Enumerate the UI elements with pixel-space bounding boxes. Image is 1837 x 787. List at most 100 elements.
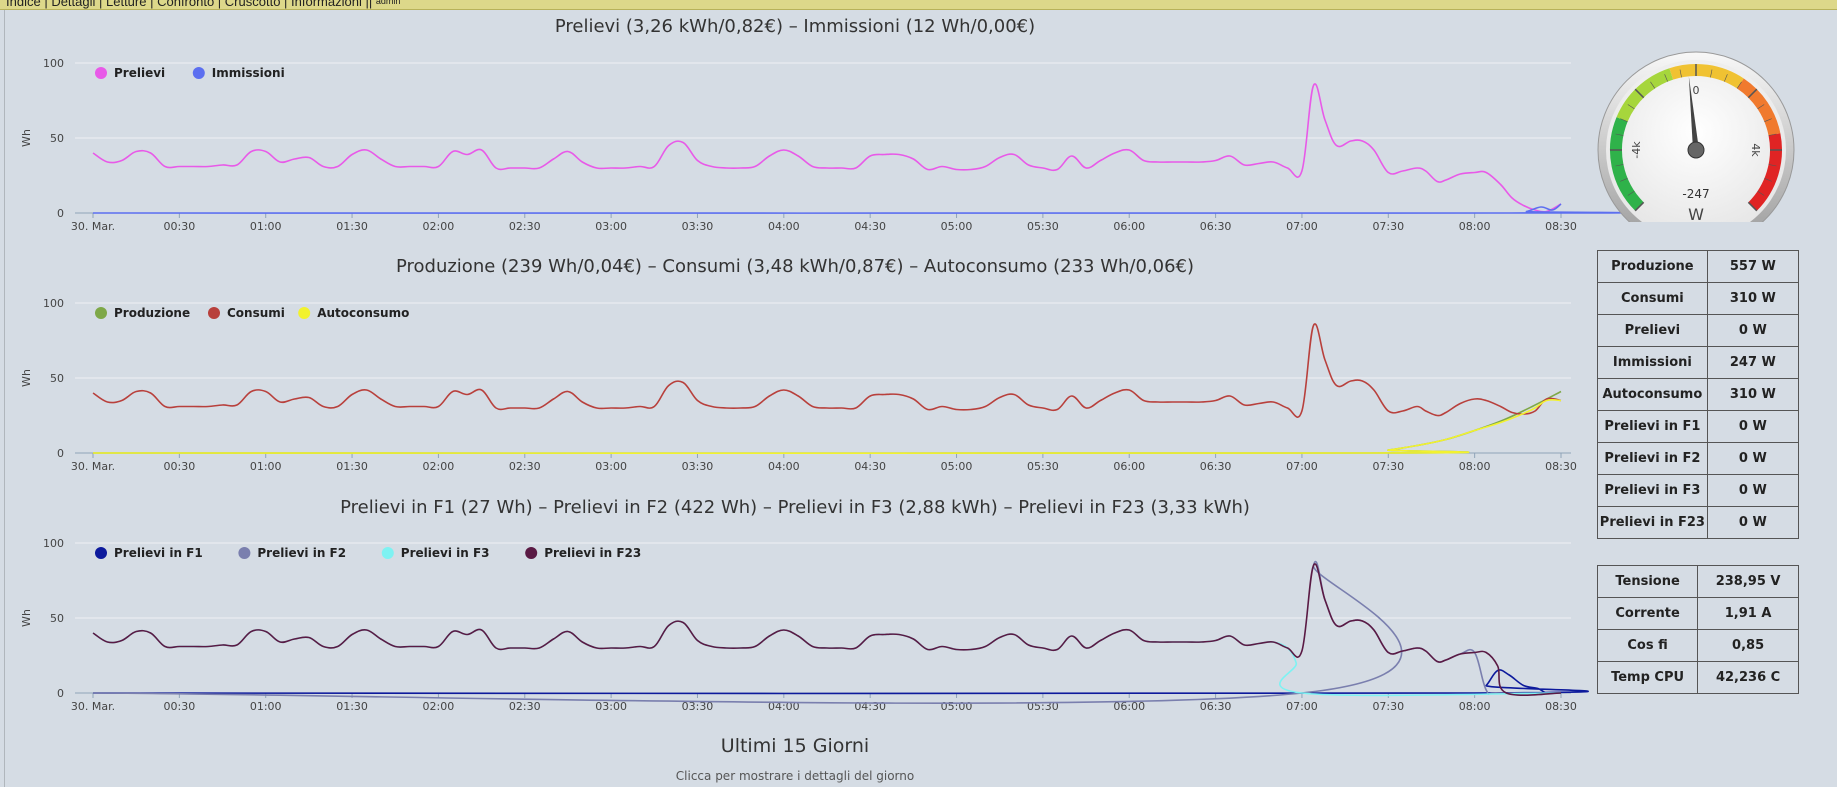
legend-item-prelievi[interactable]: Prelievi xyxy=(95,66,165,80)
series-line-prelievi[interactable] xyxy=(92,83,1562,213)
x-tick-label: 02:30 xyxy=(509,220,541,233)
legend-item-consumi[interactable]: Consumi xyxy=(208,306,285,320)
stat-row: Prelievi in F3 0 W xyxy=(1597,474,1800,507)
y-tick-label: 50 xyxy=(50,132,64,145)
x-tick-label: 06:30 xyxy=(1200,460,1232,473)
gauge-tick xyxy=(1757,190,1765,196)
series-line-prelievi-in-f1[interactable] xyxy=(92,669,1589,695)
stat-label: Prelievi in F2 xyxy=(1597,442,1708,475)
legend-item-prelievi-in-f3[interactable]: Prelievi in F3 xyxy=(381,546,490,560)
x-tick-label: 05:30 xyxy=(1027,220,1059,233)
legend-item-prelievi-in-f1[interactable]: Prelievi in F1 xyxy=(95,546,203,560)
x-tick-label: 01:30 xyxy=(336,460,368,473)
y-tick-label: 0 xyxy=(57,447,64,460)
series-line-prelievi-in-f2[interactable] xyxy=(92,561,1562,704)
x-tick-label: 07:30 xyxy=(1372,700,1404,713)
x-tick-label: 01:30 xyxy=(336,700,368,713)
gauge-tick xyxy=(1634,88,1645,99)
legend-item-immissioni[interactable]: Immissioni xyxy=(192,66,285,80)
series-line-consumi[interactable] xyxy=(92,323,1562,418)
x-tick-label: 05:00 xyxy=(941,700,973,713)
gauge-tick xyxy=(1679,69,1682,78)
series-line-autoconsumo[interactable] xyxy=(92,398,1562,455)
series-line-produzione[interactable] xyxy=(92,390,1562,455)
x-tick-label: 03:30 xyxy=(682,220,714,233)
history-hint[interactable]: Clicca per mostrare i dettagli del giorn… xyxy=(675,769,915,783)
stat-value: 0 W xyxy=(1706,506,1800,539)
nav-link-dettagli[interactable]: Dettagli xyxy=(51,0,96,9)
x-tick-label: 06:30 xyxy=(1200,220,1232,233)
x-tick-label: 01:00 xyxy=(250,700,282,713)
chart-produzione-consumi[interactable]: 0 50 100 Wh 30. Mar. 00:30 01:00 01:30 02:00 02:3… xyxy=(0,288,1590,484)
chart-title-fasce: Prelievi in F1 (27 Wh) – Prelievi in F2 … xyxy=(340,497,1250,518)
x-tick-label: 04:30 xyxy=(854,220,886,233)
system-stat-row: Corrente 1,91 A xyxy=(1596,597,1799,630)
x-tick-label: 00:30 xyxy=(164,220,196,233)
legend-label: Prelievi xyxy=(114,66,165,80)
gauge-tick xyxy=(1768,164,1777,167)
legend-marker xyxy=(298,307,311,319)
y-axis-label: Wh xyxy=(20,129,33,147)
nav-link-confronto[interactable]: Confronto xyxy=(157,0,215,9)
gauge-tick xyxy=(1634,201,1645,212)
stat-label: Prelievi in F1 xyxy=(1597,410,1708,443)
nav-link-letture[interactable]: Letture xyxy=(106,0,147,9)
legend-item-produzione[interactable]: Produzione xyxy=(95,306,190,320)
x-tick-label: 00:30 xyxy=(164,460,196,473)
chart-title-prelievi-immissioni: Prelievi (3,26 kWh/0,82€) – Immissioni (… xyxy=(554,16,1036,37)
y-axis-label: Wh xyxy=(20,609,33,627)
x-tick-label: 01:30 xyxy=(336,220,368,233)
nav-link-indice[interactable]: Indice xyxy=(6,0,41,9)
series-line-prelievi-in-f3[interactable] xyxy=(92,620,1562,697)
legend-item-prelievi-in-f23[interactable]: Prelievi in F23 xyxy=(525,546,641,560)
gauge-tick xyxy=(1736,81,1742,89)
stat-label: Immissioni xyxy=(1597,346,1708,379)
stat-label: Produzione xyxy=(1597,250,1708,283)
system-stat-value: 42,236 C xyxy=(1697,661,1799,694)
x-tick-label: 07:00 xyxy=(1286,460,1318,473)
legend-item-autoconsumo[interactable]: Autoconsumo xyxy=(298,306,409,320)
series-line-immissioni[interactable] xyxy=(92,203,1628,214)
nav-link-cruscotto[interactable]: Cruscotto xyxy=(224,0,281,9)
gauge-tick-label: 4k xyxy=(1749,143,1762,157)
stat-row: Prelievi in F23 0 W xyxy=(1597,506,1800,539)
legend-marker xyxy=(525,547,538,559)
gauge-unit: W xyxy=(1688,205,1704,222)
gauge-tick xyxy=(1650,81,1656,89)
stat-label: Autoconsumo xyxy=(1597,378,1708,411)
y-tick-label: 100 xyxy=(43,537,64,550)
legend-marker xyxy=(95,307,107,319)
legend-item-prelievi-in-f2[interactable]: Prelievi in F2 xyxy=(238,546,346,560)
x-tick-label: 04:00 xyxy=(768,460,800,473)
x-tick-label: 08:00 xyxy=(1459,220,1491,233)
stat-value: 557 W xyxy=(1706,250,1800,283)
x-tick-label: 02:00 xyxy=(423,220,455,233)
x-tick-label: 03:00 xyxy=(595,460,627,473)
gauge-pivot xyxy=(1687,141,1705,159)
gauge-band xyxy=(1616,68,1674,122)
nav-user-name: admin xyxy=(375,0,401,6)
stat-row: Prelievi 0 W xyxy=(1597,314,1800,347)
nav-menu: Indice | Dettagli | Letture | Confronto … xyxy=(6,0,400,9)
chart-prelievi-fasce[interactable]: 0 50 100 Wh 30. Mar. 00:30 01:00 01:30 02:00 02:3… xyxy=(0,528,1590,724)
x-tick-label: 06:00 xyxy=(1113,220,1145,233)
x-tick-label: 02:30 xyxy=(509,700,541,713)
stat-value: 247 W xyxy=(1706,346,1800,379)
y-tick-label: 100 xyxy=(43,297,64,310)
legend-label: Immissioni xyxy=(212,66,285,80)
legend-marker xyxy=(192,67,205,79)
gauge-value: -247 xyxy=(1682,187,1709,201)
legend-marker xyxy=(381,547,394,559)
chart-title-produzione-consumi: Produzione (239 Wh/0,04€) – Consumi (3,4… xyxy=(395,256,1195,277)
gauge-tick xyxy=(1627,190,1635,196)
gauge-tick xyxy=(1757,104,1765,110)
chart-prelievi-immissioni[interactable]: 0 50 100 Wh 30. Mar. 00:30 01:00 01:30 02:00 02:3… xyxy=(0,48,1628,244)
y-tick-label: 0 xyxy=(57,207,64,220)
gauge-band xyxy=(1748,133,1782,211)
x-tick-label: 06:00 xyxy=(1113,700,1145,713)
legend-marker xyxy=(238,547,251,559)
gauge-tick xyxy=(1747,201,1758,212)
x-tick-label: 05:30 xyxy=(1027,460,1059,473)
series-line-prelievi-in-f23[interactable] xyxy=(92,563,1562,696)
nav-link-informazioni[interactable]: Informazioni xyxy=(291,0,362,9)
